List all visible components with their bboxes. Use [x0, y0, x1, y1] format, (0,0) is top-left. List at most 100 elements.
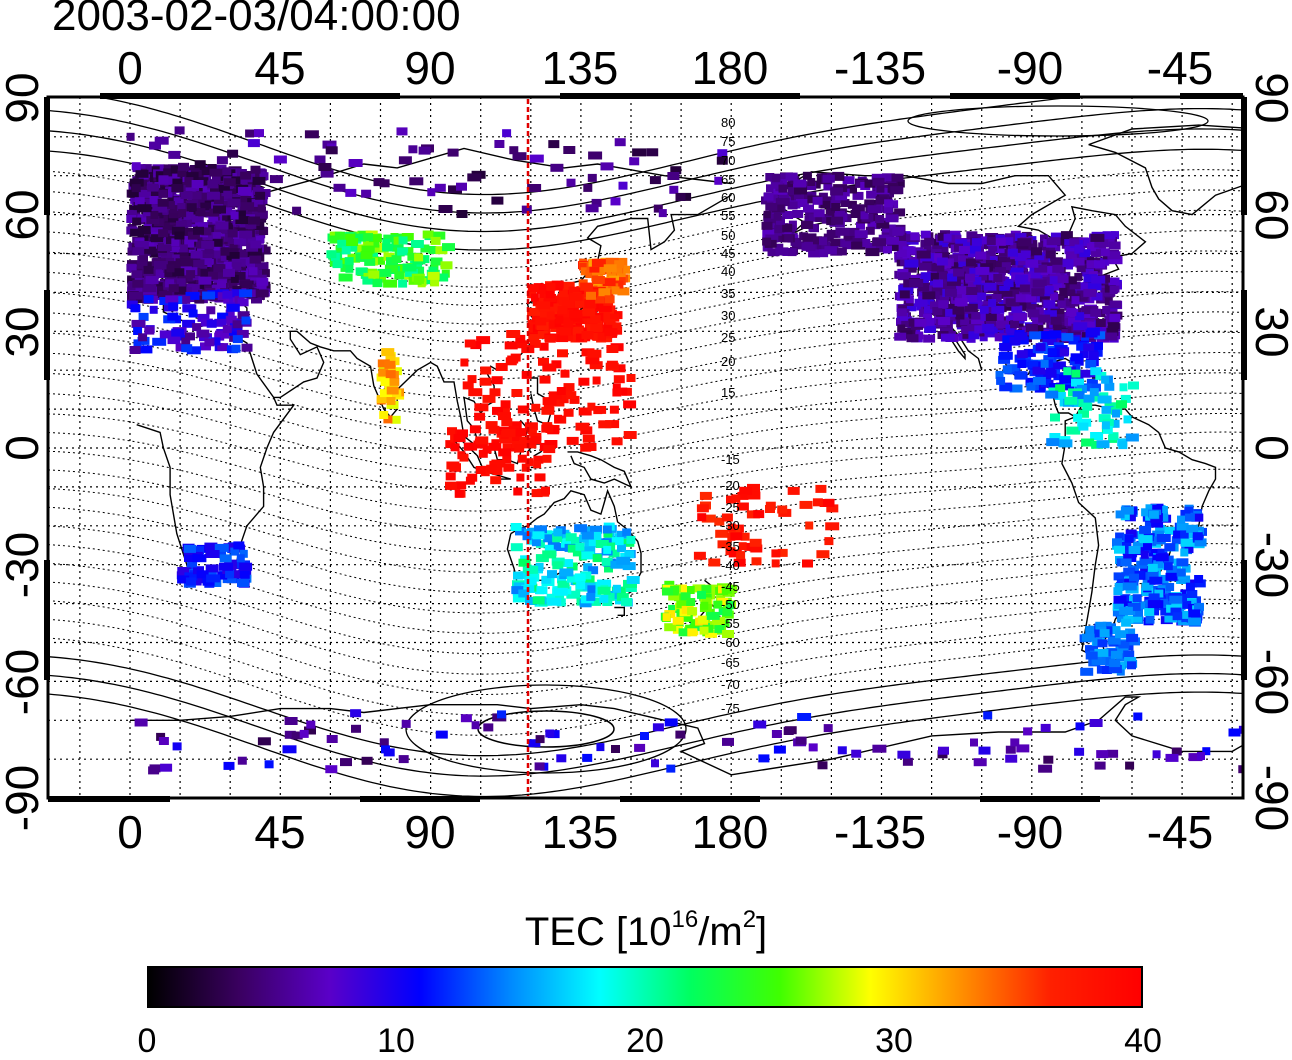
tec-cell: [603, 546, 611, 554]
tec-cell: [253, 177, 266, 185]
tec-cell: [640, 732, 649, 740]
tec-cell: [611, 197, 621, 205]
tec-cell: [489, 426, 500, 434]
tec-cell: [1066, 308, 1076, 316]
tec-cell: [1280, 294, 1289, 302]
tec-cell: [325, 765, 337, 773]
tec-cell: [575, 573, 586, 581]
tec-cell: [1247, 747, 1260, 755]
tec-cell: [970, 739, 978, 747]
tec-cell: [456, 183, 467, 191]
tec-cell: [158, 199, 169, 207]
tec-cell: [917, 251, 931, 259]
tec-cell: [221, 248, 230, 256]
contour-label: -55: [721, 616, 740, 631]
tec-cell: [557, 349, 568, 357]
tec-cell: [1272, 261, 1282, 269]
tec-cell: [233, 320, 243, 328]
contour-label: 50: [721, 228, 735, 243]
tec-cell: [411, 240, 424, 248]
tec-cell: [1060, 349, 1069, 357]
tec-cell: [607, 361, 618, 369]
tec-cell: [1102, 306, 1110, 314]
tec-cell: [178, 209, 186, 217]
tec-cell: [480, 367, 491, 375]
tec-cell: [974, 758, 987, 766]
tec-cell: [1115, 630, 1128, 638]
tec-cell: [255, 192, 265, 200]
tec-cell: [627, 374, 636, 382]
tec-cell: [547, 598, 561, 606]
tec-cell: [144, 295, 154, 303]
tec-cell: [1110, 301, 1122, 309]
tec-cell: [777, 506, 787, 514]
tec-cell: [666, 765, 675, 773]
frame-tick: [980, 796, 1100, 802]
tec-cell: [1283, 180, 1292, 188]
tec-cell: [1286, 250, 1292, 258]
tec-cell: [1096, 750, 1108, 758]
x-tick-label-bottom: -90: [997, 806, 1063, 858]
tec-cell: [1141, 551, 1149, 559]
contour-label: -50: [721, 597, 740, 612]
tec-cell: [249, 256, 261, 264]
tec-cell: [513, 572, 523, 580]
tec-cell: [884, 199, 893, 207]
tec-cell: [511, 389, 522, 397]
tec-cell: [239, 563, 252, 571]
tec-cell: [813, 498, 823, 506]
tec-cell: [513, 488, 522, 496]
tec-cell: [533, 596, 545, 604]
tec-cell: [535, 762, 545, 770]
tec-cell: [766, 502, 776, 510]
tec-cell: [382, 244, 393, 252]
tec-cell: [535, 473, 546, 481]
tec-cell: [175, 126, 185, 134]
tec-cell: [1051, 317, 1062, 325]
tec-cell: [1285, 247, 1292, 255]
x-tick-label-top: -90: [997, 42, 1063, 94]
tec-cell: [1166, 573, 1178, 581]
tec-cell: [474, 413, 485, 421]
tec-cell: [167, 264, 175, 272]
tec-cell: [800, 501, 813, 509]
tec-cell: [1285, 287, 1292, 295]
tec-cell: [966, 287, 978, 295]
tec-cell: [335, 232, 345, 240]
tec-cell: [1169, 596, 1182, 604]
contour-label: 20: [721, 354, 735, 369]
tec-cell: [838, 746, 847, 754]
tec-cell: [938, 317, 950, 325]
tec-cell: [1185, 514, 1195, 522]
tec-cell: [1143, 542, 1152, 550]
tec-cell: [1148, 564, 1158, 572]
tec-cell: [511, 543, 523, 551]
tec-cell: [460, 359, 468, 367]
tec-cell: [531, 294, 539, 302]
tec-cell: [1269, 287, 1281, 295]
tec-cell: [1186, 583, 1195, 591]
tec-cell: [1284, 254, 1292, 262]
tec-cell: [305, 130, 319, 138]
tec-cell: [772, 559, 780, 567]
tec-cell: [1098, 396, 1112, 404]
tec-cell: [986, 313, 997, 321]
tec-cell: [634, 744, 645, 752]
tec-cell: [160, 764, 172, 772]
x-tick-label-bottom: -135: [834, 806, 926, 858]
tec-cell: [1073, 414, 1082, 422]
tec-cell: [576, 581, 585, 589]
tec-cell: [239, 289, 252, 297]
tec-cell: [144, 266, 154, 274]
tec-cell: [788, 248, 797, 256]
tec-cell: [563, 146, 575, 154]
tec-cell: [1157, 534, 1171, 542]
tec-cell: [563, 321, 573, 329]
tec-cell: [1109, 659, 1120, 667]
tec-cell: [361, 190, 371, 198]
tec-cell: [843, 176, 855, 184]
tec-cell: [498, 412, 511, 420]
tec-cell: [771, 549, 780, 557]
tec-cell: [1281, 181, 1289, 189]
tec-cell: [167, 313, 178, 321]
